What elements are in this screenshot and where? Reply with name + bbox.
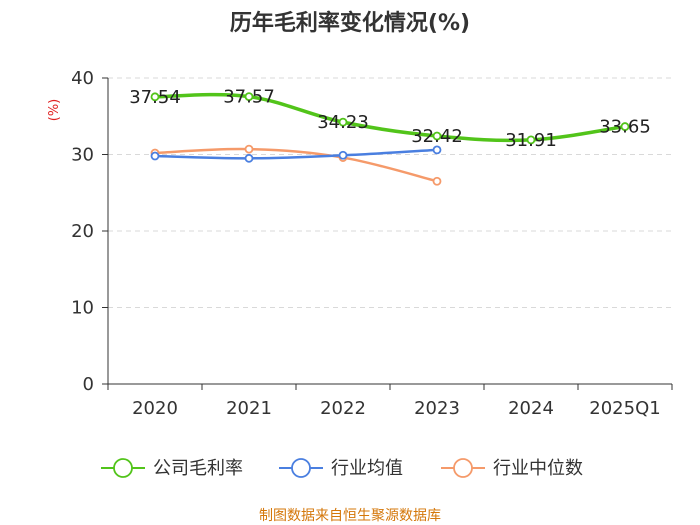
source-note: 制图数据来自恒生聚源数据库 [259, 508, 441, 524]
data-point [244, 92, 254, 101]
data-point [432, 176, 442, 186]
data-point [338, 150, 348, 160]
chart-title: 历年毛利率变化情况(%) [230, 10, 470, 36]
y-tick-label: 10 [71, 298, 94, 319]
data-label: 33.65 [599, 117, 651, 138]
legend-label: 公司毛利率 [153, 458, 243, 479]
x-tick-label: 2021 [226, 398, 272, 419]
data-point [150, 92, 160, 102]
x-tick-label: 2024 [508, 398, 554, 419]
data-label: 34.23 [317, 112, 369, 133]
legend-label: 行业均值 [331, 458, 403, 479]
series-group [150, 92, 630, 186]
data-point [244, 144, 254, 154]
data-point [620, 122, 630, 131]
legend-item-2: 行业均值 [279, 458, 403, 479]
data-label: 37.54 [129, 87, 181, 108]
legend-marker [291, 458, 311, 478]
legend-item-3: 行业中位数 [441, 458, 583, 479]
data-point [432, 145, 442, 155]
data-point [526, 135, 536, 145]
y-tick-label: 30 [71, 145, 94, 166]
data-label: 37.57 [223, 87, 275, 108]
data-point [432, 131, 442, 141]
data-point [150, 151, 160, 161]
y-tick-label: 20 [71, 221, 94, 242]
x-tick-label: 2022 [320, 398, 366, 419]
axes: 0 10 20 30 40 2020 2021 2022 2023 2024 2025Q1 [71, 68, 673, 419]
legend: 公司毛利率 行业均值 行业中位数 [101, 458, 583, 479]
legend-label: 行业中位数 [493, 458, 583, 479]
legend-marker [453, 458, 473, 478]
data-point [338, 117, 348, 127]
series-line-1 [154, 92, 626, 143]
series-line-2 [154, 148, 438, 160]
y-tick-label: 40 [71, 68, 94, 89]
series-line-3 [154, 147, 438, 183]
x-tick-label: 2020 [132, 398, 178, 419]
y-tick-label: 0 [83, 374, 94, 395]
data-labels: 37.54 37.57 34.23 32.42 31.91 33.65 [129, 87, 651, 151]
x-tick-label: 2025Q1 [589, 398, 660, 419]
y-axis-label: (%) [47, 99, 62, 122]
x-tick-label: 2023 [414, 398, 460, 419]
data-label: 31.91 [505, 130, 557, 151]
data-label: 32.42 [411, 126, 463, 147]
legend-marker [113, 458, 133, 478]
legend-item-1: 公司毛利率 [101, 458, 243, 479]
data-point [244, 153, 254, 163]
grid [108, 77, 672, 308]
